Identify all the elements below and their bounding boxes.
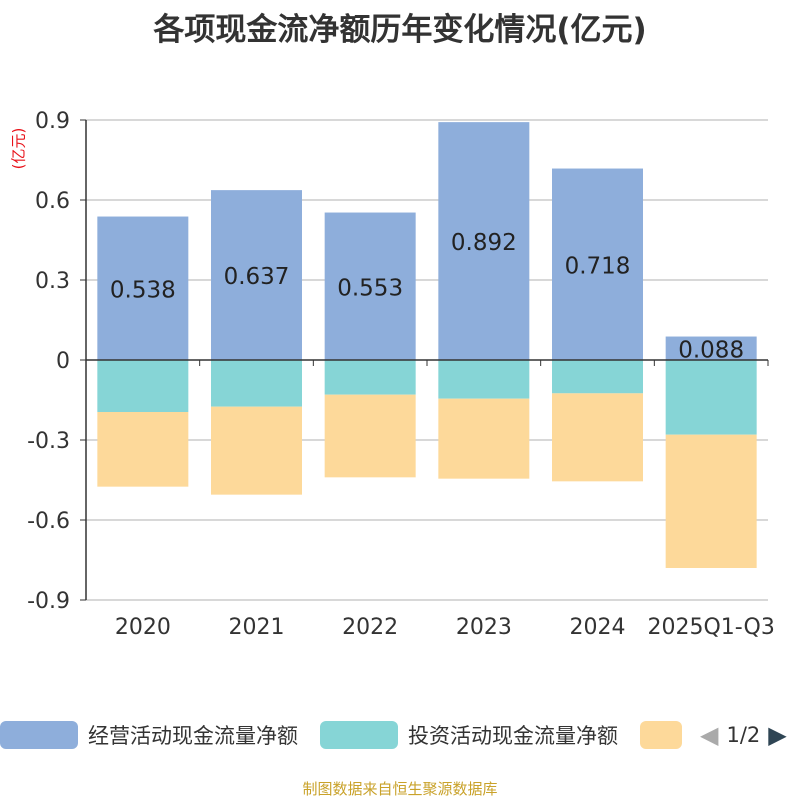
legend-item-operating[interactable]: 经营活动现金流量净额 (0, 720, 298, 750)
legend-prev-page-icon[interactable]: ◀ (700, 721, 719, 749)
data-label: 0.553 (337, 275, 403, 301)
x-tick-label: 2024 (570, 615, 626, 640)
bar-operating-1 (211, 190, 302, 360)
data-label: 0.718 (565, 253, 631, 279)
y-tick-label: -0.6 (27, 509, 70, 534)
legend: 经营活动现金流量净额 投资活动现金流量净额 ◀ 1/2 ▶ (0, 712, 800, 756)
source-note: 制图数据来自恒生聚源数据库 (302, 780, 498, 798)
y-tick-label: 0.9 (35, 109, 70, 134)
legend-swatch-financing (640, 721, 682, 749)
bar-operating-4 (552, 168, 643, 360)
bar-operating-2 (324, 212, 416, 360)
legend-item-investing[interactable]: 投资活动现金流量净额 (320, 720, 618, 750)
data-label: 0.892 (451, 230, 517, 256)
x-tick-label: 2023 (456, 615, 512, 640)
bar-financing-1 (211, 406, 302, 495)
bar-investing-4 (552, 360, 643, 394)
y-tick-label: -0.9 (27, 589, 70, 614)
bar-investing-1 (211, 360, 302, 407)
bar-operating-0 (97, 216, 189, 360)
y-tick-label: 0.6 (35, 189, 70, 214)
x-tick-label: 2022 (342, 615, 398, 640)
bar-financing-2 (324, 394, 416, 478)
data-label: 0.538 (110, 277, 176, 303)
legend-swatch-operating (0, 721, 78, 749)
bar-operating-5 (665, 336, 757, 360)
bar-investing-2 (324, 360, 416, 395)
bar-financing-4 (552, 393, 643, 482)
legend-next-page-icon[interactable]: ▶ (768, 721, 787, 749)
bar-financing-0 (97, 412, 189, 487)
data-label: 0.088 (678, 337, 744, 363)
y-tick-label: 0 (56, 349, 70, 374)
y-tick-label: 0.3 (35, 269, 70, 294)
y-tick-label: -0.3 (27, 429, 70, 454)
legend-label-investing: 投资活动现金流量净额 (408, 724, 618, 748)
legend-item-financing[interactable] (640, 720, 692, 750)
bar-investing-5 (665, 360, 757, 435)
bar-financing-5 (665, 434, 757, 568)
legend-page-indicator: 1/2 (726, 723, 761, 747)
legend-pager: ◀ 1/2 ▶ (700, 720, 787, 750)
data-label: 0.637 (224, 264, 290, 290)
chart-title: 各项现金流净额历年变化情况(亿元) (153, 12, 647, 48)
x-tick-label: 2025Q1-Q3 (647, 615, 774, 640)
bar-financing-3 (438, 398, 530, 479)
x-tick-label: 2021 (229, 615, 285, 640)
x-tick-label: 2020 (115, 615, 171, 640)
legend-swatch-investing (320, 721, 398, 749)
bar-investing-3 (438, 360, 530, 399)
chart-area: 0.9 0.6 0.3 0 -0.3 -0.6 -0.9 0.538 2020 0.637 2021… (27, 109, 775, 640)
bar-investing-0 (97, 360, 189, 412)
bar-operating-3 (438, 122, 530, 360)
legend-label-operating: 经营活动现金流量净额 (88, 724, 298, 748)
